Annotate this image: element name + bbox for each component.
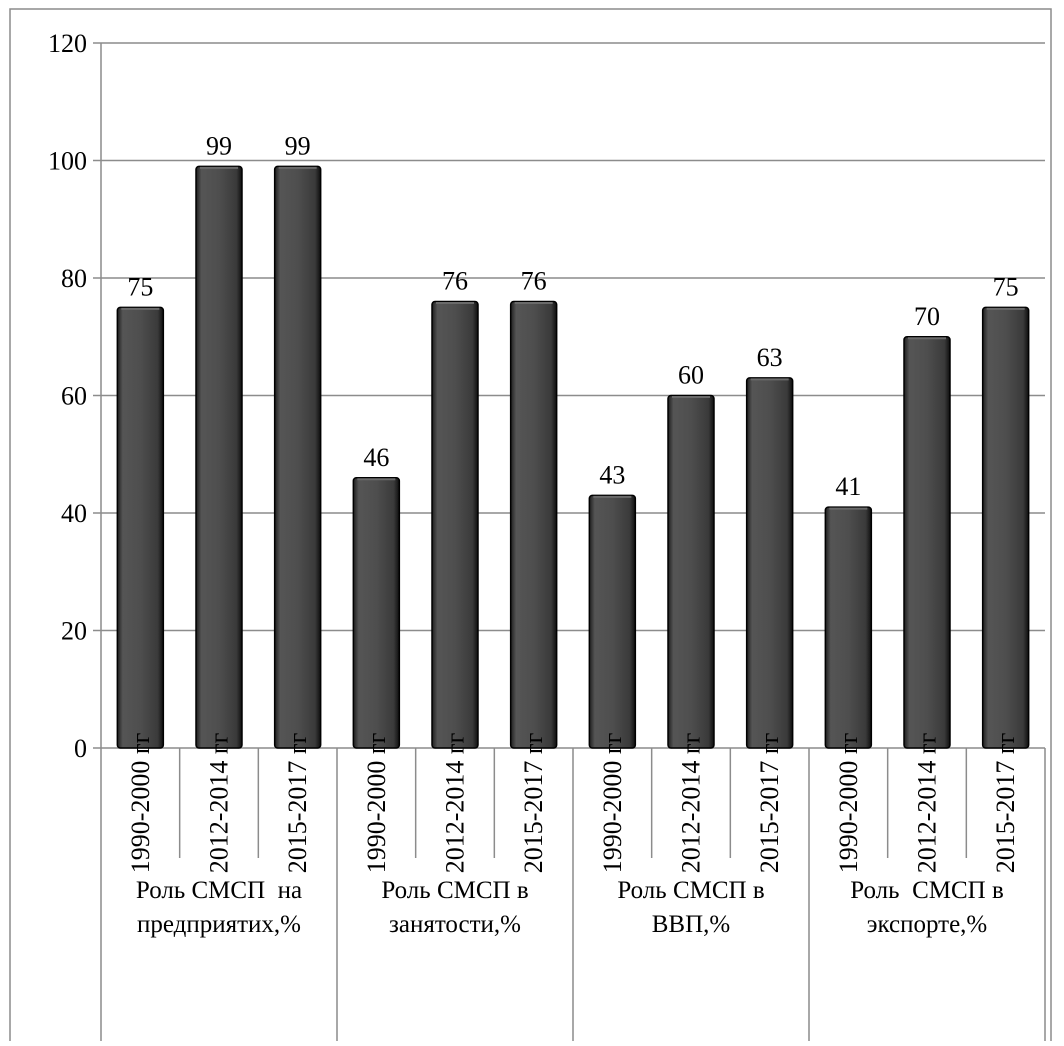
data-label: 70	[914, 302, 940, 331]
data-label: 99	[285, 131, 311, 160]
data-label: 41	[835, 472, 861, 501]
data-label: 60	[678, 361, 704, 390]
data-label: 75	[127, 272, 153, 301]
bar	[667, 394, 715, 749]
y-tick-label: 60	[61, 382, 87, 411]
group-label-line: экспорте,%	[867, 911, 988, 938]
category-label: 1990-2000 гг	[598, 733, 627, 874]
y-tick-label: 120	[48, 29, 87, 58]
category-label: 2015-2017 гг	[755, 733, 784, 874]
data-label: 63	[757, 343, 783, 372]
group-label-line: ВВП,%	[652, 911, 730, 938]
data-label: 76	[442, 267, 468, 296]
category-label: 2012-2014 гг	[441, 733, 470, 874]
category-label: 2012-2014 гг	[913, 733, 942, 874]
group-label: Роль СМСП в занятости,%	[381, 877, 528, 938]
data-label: 43	[599, 460, 625, 489]
group-label-line: Роль СМСП в	[850, 877, 1004, 904]
group-label-line: Роль СМСП в	[617, 877, 764, 904]
category-label: 1990-2000 гг	[126, 733, 155, 874]
bars	[116, 165, 1030, 749]
y-tick-label: 20	[61, 617, 87, 646]
y-tick-label: 0	[74, 734, 87, 763]
category-label: 2012-2014 гг	[205, 733, 234, 874]
data-label: 75	[993, 272, 1019, 301]
category-label: 2015-2017 гг	[991, 733, 1020, 874]
category-label: 2012-2014 гг	[677, 733, 706, 874]
bar	[509, 300, 558, 749]
bar	[195, 165, 243, 749]
category-label: 2015-2017 гг	[283, 733, 312, 874]
y-tick-label: 80	[61, 264, 87, 293]
category-label: 1990-2000 гг	[362, 733, 391, 874]
bar	[116, 306, 165, 749]
bar	[431, 300, 479, 749]
group-label: Роль СМСП в ВВП,%	[617, 877, 764, 938]
bar	[981, 306, 1030, 749]
gridlines	[101, 42, 1045, 632]
bar	[745, 377, 794, 749]
bar	[352, 477, 401, 749]
group-label-line: Роль СМСП на	[136, 877, 302, 904]
category-label: 2015-2017 гг	[519, 733, 548, 874]
group-label-line: предприятих,%	[137, 911, 301, 938]
axes	[93, 42, 1046, 1041]
data-label: 76	[521, 267, 547, 296]
bar	[273, 165, 322, 749]
bar	[903, 336, 951, 749]
y-tick-label: 40	[61, 499, 87, 528]
group-label: Роль СМСП на предприятих,%	[136, 877, 302, 938]
category-label: 1990-2000 гг	[834, 733, 863, 874]
labels: 0 20 40 60 80 100 120 75 1990-2000 гг 99 2012-2014…	[48, 29, 1020, 938]
group-label-line: занятости,%	[389, 911, 521, 938]
bar	[588, 494, 637, 749]
bar	[824, 506, 873, 749]
group-label-line: Роль СМСП в	[381, 877, 528, 904]
data-label: 46	[363, 443, 389, 472]
y-tick-label: 100	[48, 147, 87, 176]
group-label: Роль СМСП в экспорте,%	[850, 877, 1004, 938]
data-label: 99	[206, 131, 232, 160]
